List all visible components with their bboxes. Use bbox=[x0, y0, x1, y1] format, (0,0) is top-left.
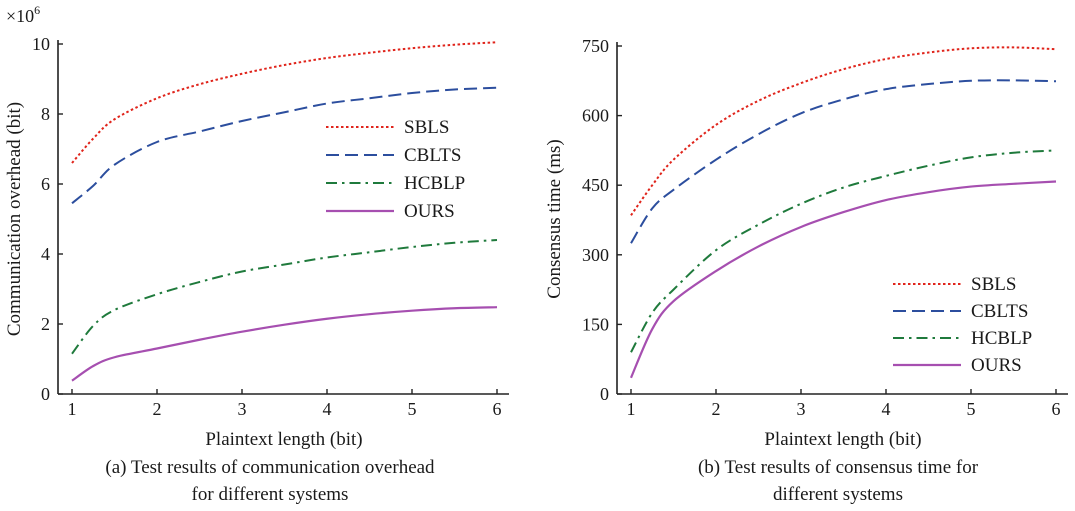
a-legend-label-sbls: SBLS bbox=[404, 117, 449, 138]
b-legend-label-cblts: CBLTS bbox=[971, 301, 1028, 322]
a-x-tick-label: 3 bbox=[238, 399, 247, 419]
a-y-tick-label: 2 bbox=[41, 314, 50, 334]
chart-b-y-axis-label: Consensus time (ms) bbox=[544, 139, 565, 298]
b-x-tick-label: 3 bbox=[797, 399, 806, 419]
chart-b-x-ticks: 1 2 3 4 5 6 bbox=[627, 389, 1061, 419]
chart-communication-overhead: 1 2 3 4 5 6 0 2 4 6 8 10 SBLS CBLTS HCBLP OURS ×106 C… bbox=[4, 3, 509, 505]
a-series-hcblp bbox=[71, 239, 498, 355]
a-y-tick-label: 10 bbox=[32, 34, 50, 54]
b-legend-label-hcblp: HCBLP bbox=[971, 328, 1032, 349]
a-legend-label-ours: OURS bbox=[404, 201, 455, 222]
a-y-tick-label: 8 bbox=[41, 104, 50, 124]
a-y-tick-label: 0 bbox=[41, 384, 50, 404]
chart-b-caption-line2: different systems bbox=[773, 484, 903, 505]
chart-b-legend: SBLS CBLTS HCBLP OURS bbox=[893, 274, 1032, 376]
chart-a-legend: SBLS CBLTS HCBLP OURS bbox=[326, 117, 465, 222]
b-series-cblts bbox=[630, 79, 1057, 244]
b-x-tick-label: 6 bbox=[1052, 399, 1061, 419]
b-legend-label-ours: OURS bbox=[971, 355, 1022, 376]
b-y-tick-label: 150 bbox=[582, 314, 609, 334]
b-x-tick-label: 5 bbox=[967, 399, 976, 419]
a-x-tick-label: 2 bbox=[153, 399, 162, 419]
chart-a-x-ticks: 1 2 3 4 5 6 bbox=[68, 389, 502, 419]
b-y-tick-label: 300 bbox=[582, 245, 609, 265]
a-x-tick-label: 1 bbox=[68, 399, 77, 419]
b-y-tick-label: 600 bbox=[582, 106, 609, 126]
chart-a-multiplier: ×106 bbox=[6, 3, 40, 26]
a-y-tick-label: 4 bbox=[41, 244, 50, 264]
a-x-tick-label: 5 bbox=[408, 399, 417, 419]
b-legend-label-sbls: SBLS bbox=[971, 274, 1016, 295]
chart-b-caption-line1: (b) Test results of consensus time for bbox=[698, 457, 979, 478]
chart-a-caption-line1: (a) Test results of communication overhe… bbox=[105, 457, 435, 478]
chart-a-y-axis-label: Communication overhead (bit) bbox=[4, 102, 25, 336]
a-x-tick-label: 6 bbox=[493, 399, 502, 419]
a-series-cblts bbox=[71, 86, 498, 205]
b-series-hcblp bbox=[630, 149, 1057, 353]
a-legend-label-hcblp: HCBLP bbox=[404, 173, 465, 194]
chart-b-series bbox=[629, 46, 1057, 379]
chart-b-x-axis-label: Plaintext length (bit) bbox=[764, 429, 921, 450]
chart-a-x-axis-label: Plaintext length (bit) bbox=[205, 429, 362, 450]
b-x-tick-label: 4 bbox=[882, 399, 891, 419]
b-series-ours bbox=[629, 180, 1057, 379]
chart-a-y-ticks: 0 2 4 6 8 10 bbox=[32, 34, 63, 404]
b-x-tick-label: 2 bbox=[712, 399, 721, 419]
a-legend-label-cblts: CBLTS bbox=[404, 145, 461, 166]
b-y-tick-label: 450 bbox=[582, 175, 609, 195]
b-y-tick-label: 0 bbox=[600, 384, 609, 404]
chart-b-y-ticks: 0 150 300 450 600 750 bbox=[582, 36, 622, 404]
a-x-tick-label: 4 bbox=[323, 399, 332, 419]
a-series-ours bbox=[71, 306, 498, 382]
chart-consensus-time: 1 2 3 4 5 6 0 150 300 450 600 750 SBLS CBLTS HCBLP OU… bbox=[544, 36, 1068, 505]
b-y-tick-label: 750 bbox=[582, 36, 609, 56]
chart-a-axes bbox=[57, 40, 509, 395]
chart-b-axes bbox=[616, 42, 1068, 395]
b-series-sbls bbox=[630, 46, 1057, 216]
chart-a-caption-line2: for different systems bbox=[192, 484, 349, 505]
b-x-tick-label: 1 bbox=[627, 399, 636, 419]
chart-a-series bbox=[71, 41, 498, 382]
a-y-tick-label: 6 bbox=[41, 174, 50, 194]
